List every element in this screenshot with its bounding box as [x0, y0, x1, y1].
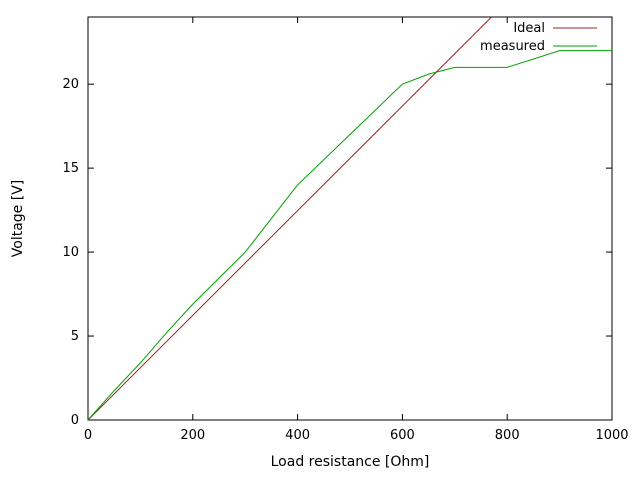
legend-label: Ideal: [513, 21, 545, 36]
y-tick-label: 0: [71, 413, 79, 428]
x-tick-label: 200: [180, 428, 205, 443]
x-tick-label: 600: [390, 428, 415, 443]
legend-label: measured: [480, 39, 545, 54]
x-tick-label: 800: [495, 428, 520, 443]
y-tick-label: 5: [71, 329, 79, 344]
x-axis-label: Load resistance [Ohm]: [271, 454, 430, 470]
series-measured-line: [87, 50, 612, 421]
x-tick-label: 400: [285, 428, 310, 443]
x-tick-label: 1000: [595, 428, 628, 443]
y-tick-label: 15: [62, 161, 79, 176]
y-tick-label: 10: [62, 245, 79, 260]
series-ideal-line: [87, 16, 492, 421]
y-axis-label: Voltage [V]: [10, 180, 26, 257]
y-tick-label: 20: [62, 77, 79, 92]
plot-border: [87, 16, 613, 421]
x-tick-label: 0: [84, 428, 92, 443]
